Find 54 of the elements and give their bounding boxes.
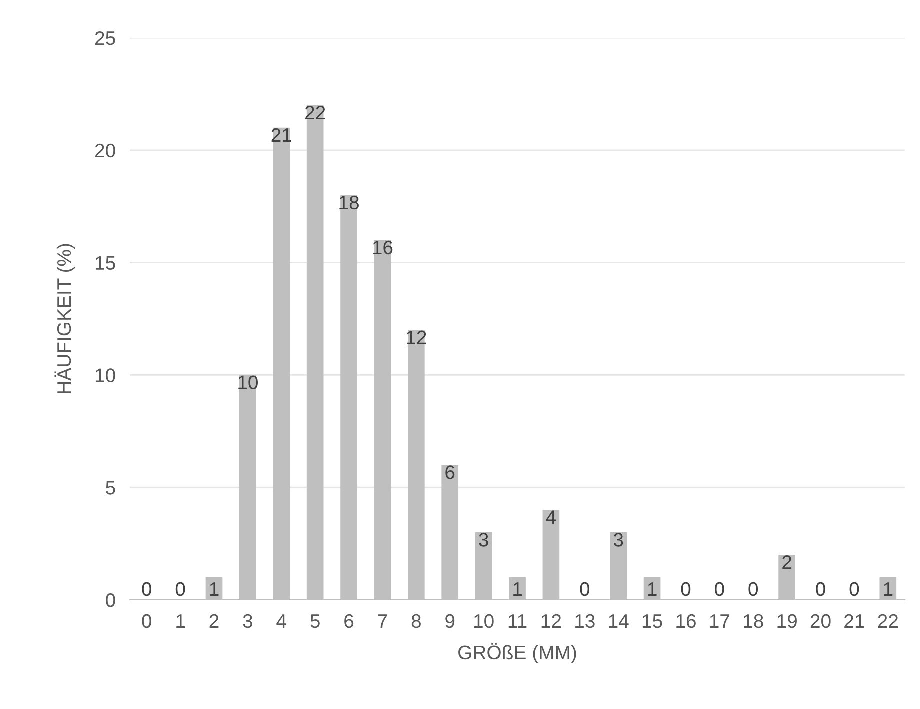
data-label: 3 [479,533,488,547]
x-tick-label: 9 [446,614,455,628]
data-label: 3 [614,533,624,547]
data-label: 0 [142,582,152,596]
data-label: 1 [514,582,522,596]
x-tick-label: 20 [810,614,831,628]
x-tick-label: 17 [710,614,730,628]
x-tick-label: 0 [142,614,152,628]
data-label: 12 [407,330,426,344]
data-label: 0 [715,582,724,596]
x-tick-label: 21 [844,614,864,628]
y-tick-label: 0 [106,593,116,608]
data-label: 4 [546,510,556,524]
data-label: 0 [748,582,758,596]
data-label: 10 [238,376,258,390]
x-tick-label: 13 [576,614,595,628]
x-tick-label: 10 [474,614,494,628]
y-tick-label: 5 [106,481,116,495]
x-tick-label: 14 [609,614,629,628]
x-tick-label: 8 [412,614,421,628]
data-label: 0 [681,582,691,596]
x-tick-label: 1 [176,614,185,628]
x-tick-label: 6 [344,614,354,628]
x-tick-label: 4 [276,614,286,628]
x-tick-label: 15 [642,614,662,628]
x-tick-label: 11 [508,614,527,628]
y-tick-label: 20 [95,144,116,158]
x-tick-label: 12 [542,614,562,628]
data-label: 1 [210,582,219,596]
data-label: 21 [272,128,292,142]
x-tick-label: 18 [744,614,764,628]
x-tick-label: 22 [878,614,898,628]
x-tick-label: 16 [676,614,696,628]
y-tick-label: 15 [96,256,116,270]
data-label: 16 [373,240,393,255]
data-label: 1 [648,582,657,596]
y-axis-title: HÄUFIGKEIT (%) [54,244,76,394]
x-tick-label: 19 [778,614,797,628]
data-label: 1 [884,582,893,596]
x-tick-label: 7 [378,614,388,628]
x-tick-label: 3 [243,614,252,628]
data-label: 0 [176,582,186,596]
x-axis-title: GRÖßE (MM) [458,643,576,664]
data-label: 0 [816,582,826,596]
data-label: 0 [580,582,590,596]
x-tick-label: 5 [310,614,320,628]
data-label: 0 [850,582,860,596]
x-tick-label: 2 [210,614,219,628]
y-tick-label: 10 [96,368,116,382]
data-label: 2 [782,556,792,570]
data-label: 22 [305,106,326,120]
y-tick-label: 25 [95,31,116,46]
data-label: 6 [446,466,455,480]
data-label: 18 [340,196,359,210]
